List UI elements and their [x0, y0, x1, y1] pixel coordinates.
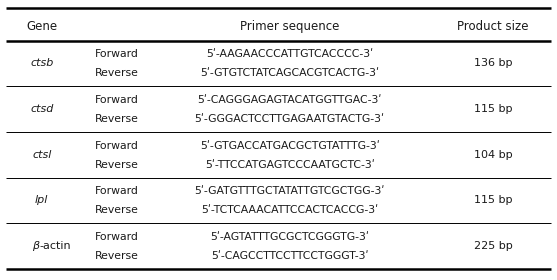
Text: 5ʹ-GGGACTCCTTGAGAATGTACTG-3ʹ: 5ʹ-GGGACTCCTTGAGAATGTACTG-3ʹ	[194, 114, 385, 124]
Text: Reverse: Reverse	[95, 251, 139, 261]
Text: Gene: Gene	[26, 20, 57, 33]
Text: 115 bp: 115 bp	[473, 104, 512, 114]
Text: Reverse: Reverse	[95, 206, 139, 215]
Text: Reverse: Reverse	[95, 69, 139, 78]
Text: Product size: Product size	[457, 20, 529, 33]
Text: Primer sequence: Primer sequence	[240, 20, 339, 33]
Text: 115 bp: 115 bp	[473, 195, 512, 205]
Text: ctsd: ctsd	[30, 104, 53, 114]
Text: Reverse: Reverse	[95, 114, 139, 124]
Text: lpl: lpl	[35, 195, 48, 205]
Text: Reverse: Reverse	[95, 160, 139, 170]
Text: 5ʹ-GTGACCATGACGCTGTATTTG-3ʹ: 5ʹ-GTGACCATGACGCTGTATTTG-3ʹ	[200, 141, 379, 151]
Text: -actin: -actin	[39, 241, 71, 251]
Text: Forward: Forward	[95, 186, 139, 196]
Text: Forward: Forward	[95, 95, 139, 105]
Text: 5ʹ-TTCCATGAGTCCCAATGCTC-3ʹ: 5ʹ-TTCCATGAGTCCCAATGCTC-3ʹ	[205, 160, 374, 170]
Text: Forward: Forward	[95, 49, 139, 59]
Text: Forward: Forward	[95, 141, 139, 151]
Text: 5ʹ-TCTCAAACATTCCACTCACCG-3ʹ: 5ʹ-TCTCAAACATTCCACTCACCG-3ʹ	[201, 206, 378, 215]
Text: 5ʹ-AGTATTTGCGCTCGGGTG-3ʹ: 5ʹ-AGTATTTGCGCTCGGGTG-3ʹ	[210, 232, 369, 242]
Text: 104 bp: 104 bp	[473, 150, 512, 160]
Text: β: β	[32, 241, 39, 251]
Text: Forward: Forward	[95, 232, 139, 242]
Text: 5ʹ-CAGCCTTCCTTCCTGGGT-3ʹ: 5ʹ-CAGCCTTCCTTCCTGGGT-3ʹ	[211, 251, 368, 261]
Text: ctsb: ctsb	[30, 59, 53, 68]
Text: 5ʹ-AAGAACCCATTGTCACCCC-3ʹ: 5ʹ-AAGAACCCATTGTCACCCC-3ʹ	[206, 49, 373, 59]
Text: 225 bp: 225 bp	[473, 241, 512, 251]
Text: 136 bp: 136 bp	[473, 59, 512, 68]
Text: ctsl: ctsl	[32, 150, 51, 160]
Text: 5ʹ-GATGTTTGCTATATTGTCGCTGG-3ʹ: 5ʹ-GATGTTTGCTATATTGTCGCTGG-3ʹ	[194, 186, 385, 196]
Text: 5ʹ-GTGTCTATCAGCACGTCACTG-3ʹ: 5ʹ-GTGTCTATCAGCACGTCACTG-3ʹ	[200, 69, 379, 78]
Text: 5ʹ-CAGGGAGAGTACATGGTTGAC-3ʹ: 5ʹ-CAGGGAGAGTACATGGTTGAC-3ʹ	[197, 95, 382, 105]
